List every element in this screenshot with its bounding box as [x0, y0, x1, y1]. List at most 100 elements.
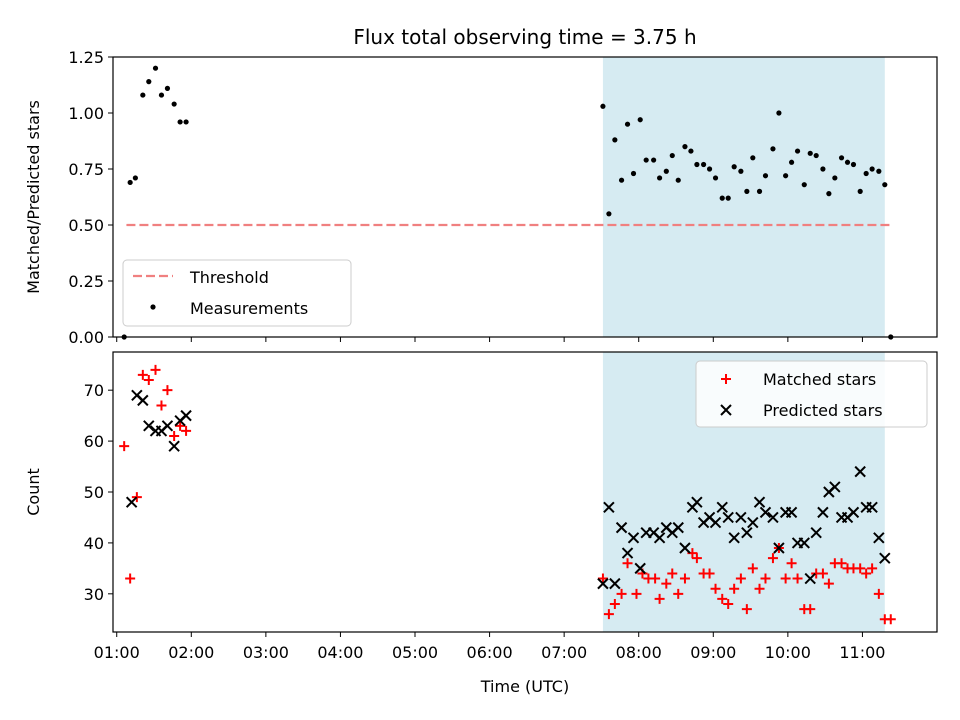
- data-point: [663, 168, 669, 174]
- data-point: [867, 563, 878, 574]
- data-point: [723, 599, 734, 609]
- data-point: [609, 577, 621, 590]
- legend-label-measurements: Measurements: [190, 299, 308, 318]
- data-point: [861, 568, 872, 579]
- data-point: [869, 166, 875, 172]
- data-point: [169, 431, 180, 441]
- data-point: [728, 532, 740, 544]
- chart-title: Flux total observing time = 3.75 h: [353, 25, 696, 49]
- data-point: [804, 572, 816, 585]
- data-point: [615, 521, 628, 534]
- x-tick-label: 10:00: [765, 643, 811, 662]
- data-point: [729, 583, 740, 594]
- data-point: [836, 558, 847, 569]
- data-point: [850, 161, 857, 168]
- data-point: [125, 573, 136, 584]
- data-point: [832, 175, 838, 181]
- data-point: [767, 553, 778, 564]
- data-point: [127, 179, 133, 186]
- data-point: [661, 578, 672, 589]
- data-point: [786, 558, 797, 569]
- data-point: [855, 563, 866, 574]
- data-point: [177, 119, 183, 125]
- data-point: [717, 593, 728, 604]
- data-point: [719, 195, 725, 201]
- x-tick-label: 08:00: [616, 643, 662, 662]
- data-point: [171, 101, 177, 107]
- data-point: [810, 527, 822, 539]
- data-point: [826, 191, 832, 197]
- legend-predicted-swatch: [720, 404, 732, 416]
- data-point: [738, 168, 744, 174]
- data-point: [161, 420, 174, 432]
- data-point: [164, 85, 171, 91]
- data-point: [694, 161, 700, 168]
- data-point: [618, 177, 625, 183]
- data-point: [760, 573, 771, 584]
- y-axis-label: Matched/Predicted stars: [24, 100, 43, 294]
- data-point: [792, 573, 803, 584]
- data-point: [651, 157, 657, 163]
- data-point: [756, 188, 763, 194]
- data-point: [152, 65, 159, 71]
- y-tick-label: 30: [84, 585, 104, 604]
- data-point: [770, 146, 776, 152]
- data-point: [183, 119, 189, 125]
- data-point: [741, 527, 753, 539]
- y-tick-label: 0.25: [68, 272, 104, 291]
- legend-box: [695, 360, 928, 428]
- data-point: [603, 501, 615, 513]
- legend-label-predicted: Predicted stars: [763, 401, 883, 420]
- y-tick-label: 50: [84, 483, 104, 502]
- legend-matched-swatch: [721, 374, 731, 384]
- data-point: [650, 573, 661, 584]
- data-point: [606, 211, 612, 217]
- data-point: [783, 173, 789, 179]
- data-point: [653, 532, 666, 544]
- data-point: [798, 537, 810, 549]
- data-point: [820, 166, 826, 172]
- x-tick-label: 01:00: [94, 643, 140, 662]
- data-point: [879, 552, 891, 564]
- data-point: [876, 168, 882, 174]
- data-point: [873, 588, 884, 599]
- data-point: [747, 563, 758, 574]
- data-point: [597, 573, 608, 584]
- data-point: [788, 159, 795, 165]
- data-point: [643, 157, 649, 163]
- data-point: [143, 420, 155, 432]
- data-point: [140, 92, 146, 98]
- data-point: [131, 492, 142, 503]
- data-point: [679, 542, 691, 554]
- data-point: [805, 604, 816, 615]
- y-tick-label: 70: [84, 381, 104, 400]
- data-point: [616, 588, 627, 599]
- data-point: [654, 593, 665, 604]
- y-tick-label: 60: [84, 432, 104, 451]
- x-tick-label: 09:00: [690, 643, 736, 662]
- data-point: [125, 496, 138, 508]
- data-point: [700, 161, 707, 168]
- data-point: [181, 425, 192, 436]
- axes-frame: [112, 351, 938, 633]
- data-point: [735, 573, 746, 584]
- data-point: [675, 177, 681, 183]
- data-point: [857, 188, 863, 194]
- data-point: [785, 506, 798, 519]
- x-tick-label: 03:00: [243, 643, 289, 662]
- data-point: [669, 152, 675, 159]
- data-point: [630, 170, 637, 177]
- data-point: [817, 506, 829, 519]
- data-point: [873, 532, 885, 544]
- data-point: [168, 440, 180, 452]
- data-point: [731, 164, 737, 170]
- series-matched-stars: [119, 364, 896, 625]
- data-point: [754, 583, 765, 594]
- data-point: [706, 166, 713, 172]
- data-point: [156, 400, 167, 411]
- data-point: [137, 394, 149, 407]
- legend-box: [122, 259, 352, 327]
- data-point: [866, 501, 878, 513]
- y-axis-label: Count: [24, 468, 43, 516]
